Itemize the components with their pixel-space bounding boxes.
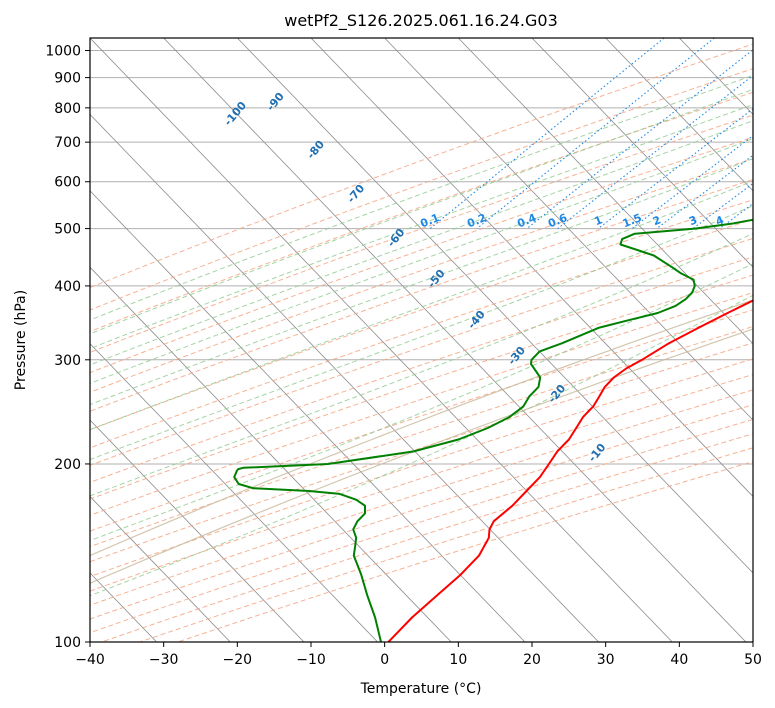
mixing-ratio-label: 2 (651, 213, 663, 228)
moist-adiabat-line (90, 158, 753, 406)
y-tick-label: 800 (54, 101, 81, 117)
mixing-ratio-label: 3 (687, 213, 699, 228)
moist-adiabat-line (90, 74, 753, 321)
y-axis-title: Pressure (hPa) (13, 290, 29, 390)
isotherm-line (0, 38, 9, 642)
mixing-ratio-label: 6 (753, 213, 765, 228)
moist-adiabat-line (90, 103, 753, 350)
dry-adiabat-line (90, 68, 753, 311)
x-tick-label: −40 (75, 652, 105, 668)
x-tick-label: 10 (449, 652, 467, 668)
mixing-ratio-line (759, 38, 775, 229)
mixing-ratio-line (429, 38, 665, 230)
dewpoint-line (233, 218, 753, 642)
isotherm-line (90, 266, 452, 642)
x-tick-label: 40 (670, 652, 688, 668)
isotherm-line (752, 38, 753, 39)
x-tick-label: 0 (380, 652, 389, 668)
mixing-ratio-label: 1 (592, 213, 604, 228)
dry-adiabat-line (90, 389, 753, 606)
isotherm-line (90, 343, 378, 642)
isotherm-line (531, 38, 753, 268)
y-tick-label: 700 (54, 135, 81, 151)
dry-adiabat-line (90, 178, 753, 412)
dry-adiabat-line (90, 114, 753, 353)
dry-adiabat-line (90, 136, 753, 374)
y-tick-label: 300 (54, 353, 81, 369)
parcel-curve (90, 299, 753, 584)
isotherm-line (90, 419, 305, 642)
x-tick-label: −30 (149, 652, 179, 668)
isotherm-line (90, 113, 599, 642)
temperature-line (387, 299, 753, 642)
moist-adiabat-line (90, 138, 753, 384)
y-tick-label: 400 (54, 279, 81, 295)
mixing-ratio-lines (429, 38, 775, 230)
moist-adiabat-line (90, 120, 753, 366)
x-tick-label: −10 (296, 652, 326, 668)
parcel-line (90, 299, 753, 557)
isotherm-line (90, 38, 673, 642)
parcel-line (90, 328, 753, 584)
isotherm-line (237, 38, 753, 574)
moist-adiabat-line (90, 180, 753, 431)
x-tick-label: −20 (223, 652, 253, 668)
isotherm-line (458, 38, 753, 345)
mixing-ratio-line (656, 154, 753, 230)
x-axis-title: Temperature (°C) (360, 681, 482, 697)
y-axis: 100 200 300 400 500 600 700 800 900 1000 (45, 44, 90, 651)
y-tick-label: 1000 (45, 44, 81, 60)
x-tick-label: 30 (597, 652, 615, 668)
y-tick-label: 600 (54, 175, 81, 191)
x-tick-label: 20 (523, 652, 541, 668)
moist-adiabats (90, 74, 753, 597)
y-tick-label: 900 (54, 71, 81, 87)
plot-frame (89, 37, 754, 643)
isotherm-line (90, 190, 526, 642)
mixing-ratio-line (597, 108, 753, 230)
x-axis: −40 −30 −20 −10 0 10 20 30 40 50 (75, 642, 762, 668)
isotherm-line (163, 38, 747, 642)
y-tick-label: 500 (54, 222, 81, 238)
chart-title: wetPf2_S126.2025.061.16.24.G03 (284, 11, 558, 31)
x-tick-label: 50 (744, 652, 762, 668)
y-tick-label: 200 (54, 457, 81, 473)
sounding-series (233, 218, 753, 642)
dry-adiabat-line (90, 43, 753, 289)
mixing-ratio-line (476, 38, 715, 230)
moist-adiabat-line (90, 205, 753, 461)
plot-area: 0.10.20.40.611.52346810131620253036-100-… (0, 38, 775, 642)
isotherm-line (90, 495, 231, 642)
isotherm-line (605, 38, 753, 192)
y-tick-label: 100 (54, 635, 81, 651)
